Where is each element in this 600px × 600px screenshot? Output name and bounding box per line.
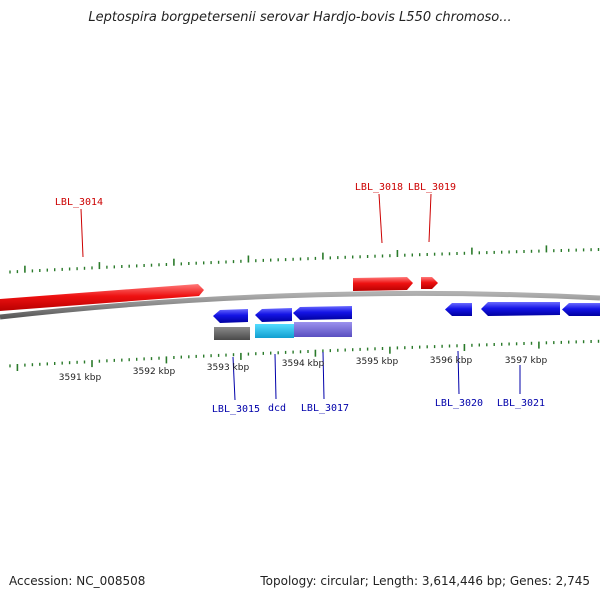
scale-label-3591-kbp: 3591 kbp [59, 373, 102, 383]
gene-label-lbl-3017[interactable]: LBL_3017 [301, 403, 349, 414]
gene-lbl-3017-arrow[interactable] [293, 306, 352, 320]
chromosome-backbone [0, 290, 600, 320]
scale-label-3594-kbp: 3594 kbp [282, 359, 325, 369]
gene-dcd-arrow[interactable] [255, 308, 292, 322]
scale-label-3596-kbp: 3596 kbp [430, 356, 473, 366]
gene-label-lbl-3021[interactable]: LBL_3021 [497, 398, 545, 409]
inner-tick-ring [9, 339, 600, 371]
scale-label-3597-kbp: 3597 kbp [505, 356, 548, 366]
gene-label-lbl-3019[interactable]: LBL_3019 [408, 182, 456, 193]
accession-text: Accession: NC_008508 [9, 574, 146, 588]
genome-title: Leptospira borgpetersenii serovar Hardjo… [88, 10, 512, 25]
scale-label-3592-kbp: 3592 kbp [133, 367, 176, 377]
scale-label-3593-kbp: 3593 kbp [207, 363, 250, 373]
leader-lbl-3017 [322, 351, 325, 400]
annotation-block-cyan[interactable] [255, 324, 294, 338]
leader-lbl-3020 [457, 350, 460, 395]
leader-dcd [274, 353, 277, 400]
gene-lbl-3014-arrow[interactable] [0, 284, 204, 311]
gene-lbl-3021-arrow[interactable] [481, 302, 560, 316]
leader-lbl-3018 [378, 193, 383, 244]
gene-label-dcd[interactable]: dcd [268, 403, 286, 414]
leader-lbl-3019 [428, 193, 432, 243]
gene-label-lbl-3014[interactable]: LBL_3014 [55, 197, 103, 208]
leader-lbl-3014 [80, 208, 84, 258]
genome-summary-text: Topology: circular; Length: 3,614,446 bp… [260, 574, 590, 588]
gene-label-lbl-3015[interactable]: LBL_3015 [212, 404, 260, 415]
gene-right-edge-arrow[interactable] [562, 303, 600, 316]
gene-lbl-3015-arrow[interactable] [213, 309, 248, 323]
gene-lbl-3020-arrow[interactable] [445, 303, 472, 316]
gene-lbl-3019-arrow[interactable] [421, 277, 438, 289]
annotation-block-purple[interactable] [294, 322, 352, 337]
gene-label-lbl-3018[interactable]: LBL_3018 [355, 182, 403, 193]
scale-label-3595-kbp: 3595 kbp [356, 357, 399, 367]
leader-lbl-3015 [232, 356, 236, 401]
gene-label-lbl-3020[interactable]: LBL_3020 [435, 398, 483, 409]
gene-lbl-3018-arrow[interactable] [353, 277, 413, 291]
annotation-block-gray[interactable] [214, 327, 250, 340]
outer-tick-ring [9, 245, 600, 274]
